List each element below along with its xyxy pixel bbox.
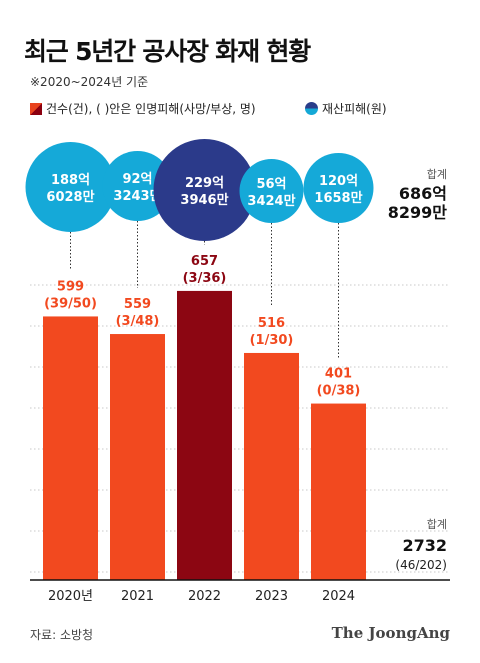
legend-cases-label: 건수(건), ( )안은 인명피해(사망/부상, 명) (46, 102, 256, 116)
bubble-label-eok: 188억 (51, 173, 90, 188)
bar (244, 352, 299, 580)
legend-property: 재산피해(원) (305, 100, 387, 117)
page-title: 최근 5년간 공사장 화재 현황 (24, 37, 311, 66)
bar-casualty-label: (0/38) (317, 384, 361, 399)
brand-logo: The JoongAng (331, 624, 450, 642)
bubble-label-man: 3243만 (113, 188, 161, 204)
bar-casualty-label: (3/48) (116, 314, 160, 329)
bubble-label-man: 1658만 (314, 190, 362, 206)
bubble-label-eok: 120억 (319, 174, 358, 189)
bar-value-label: 401 (325, 367, 352, 382)
property-total-label: 합계 (426, 168, 447, 181)
bar (110, 334, 165, 580)
bar-value-label: 559 (124, 297, 151, 312)
cases-total-label: 합계 (426, 518, 447, 531)
bar-value-label: 599 (57, 279, 84, 294)
bar-casualty-label: (39/50) (44, 296, 97, 311)
bubble-label-man: 6028만 (46, 189, 94, 205)
property-bubble (303, 153, 374, 223)
bar-casualty-label: (1/30) (250, 333, 294, 348)
bubble-label-eok: 56억 (256, 177, 286, 192)
bar-casualty-label: (3/36) (183, 271, 227, 286)
source-note: 자료: 소방청 (30, 628, 94, 642)
property-bubble (239, 159, 304, 223)
property-total-value: 686억 8299만 (387, 184, 447, 222)
cases-total-casualties: (46/202) (395, 558, 447, 572)
bar (43, 316, 98, 580)
subtitle: ※2020~2024년 기준 (30, 75, 149, 89)
bubble-label-eok: 229억 (185, 176, 224, 191)
bar-value-label: 516 (258, 316, 285, 331)
bar (177, 290, 232, 580)
property-bubble (153, 139, 256, 241)
bubble-label-eok: 92억 (122, 172, 152, 187)
cases-total-value: 2732 (402, 536, 447, 555)
bar (311, 403, 366, 580)
x-tick-label: 2024 (322, 589, 355, 604)
x-tick-label: 2020년 (48, 589, 93, 604)
legend-property-label: 재산피해(원) (322, 102, 387, 116)
property-bubble (102, 151, 173, 221)
bubble-label-man: 3946만 (180, 192, 228, 208)
bubble-label-man: 3424만 (247, 193, 295, 209)
x-tick-label: 2022 (188, 589, 221, 604)
property-bubble (25, 142, 116, 232)
x-tick-label: 2023 (255, 589, 288, 604)
bar-value-label: 657 (191, 254, 218, 269)
property-swatch-icon (305, 102, 318, 115)
cases-swatch-icon (30, 102, 42, 115)
legend-cases: 건수(건), ( )안은 인명피해(사망/부상, 명) (30, 100, 256, 117)
x-tick-label: 2021 (121, 589, 154, 604)
